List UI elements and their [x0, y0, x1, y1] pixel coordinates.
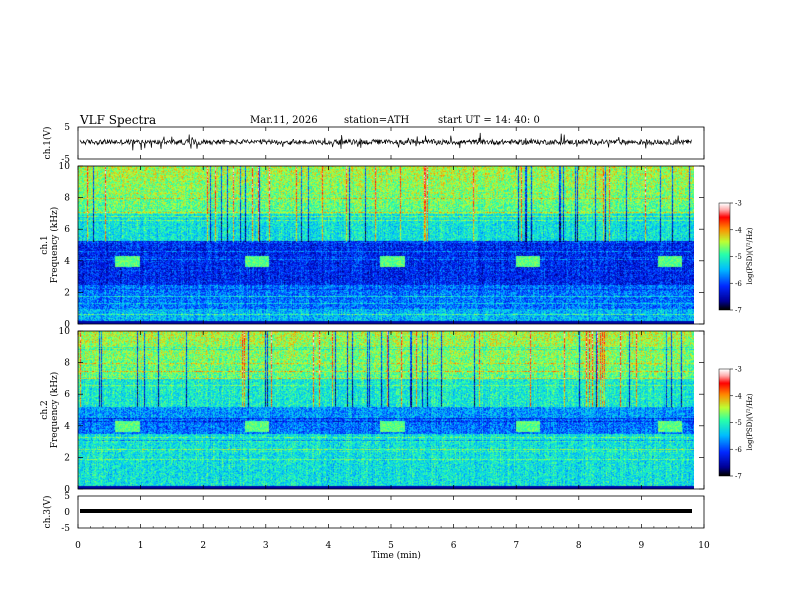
ch2-colorbar-gradient — [719, 369, 730, 476]
x-tick-label-4: 4 — [326, 541, 332, 551]
x-tick-label-0: 0 — [75, 541, 81, 551]
ch2-frequency-ylabel: Frequency (kHz) — [49, 372, 60, 449]
ch1-ytick-top: 5 — [64, 123, 70, 133]
ch2-spectrogram-panel: 0 2 4 6 8 10 ch.2 Frequency (kHz) — [40, 327, 705, 495]
ch2-spectrogram-ytick-label-2: 2 — [64, 453, 70, 463]
ch2-spectrogram-ytick-label-8: 8 — [64, 359, 70, 369]
ch2-colorbar-tick-label--5: -5 — [735, 419, 742, 427]
ch2-colorbar-label: log(PSD)(V²/Hz) — [746, 393, 754, 450]
x-axis: 0 1 2 3 4 5 6 7 8 9 10 — [75, 127, 710, 551]
start-time-label: start UT = 14: 40: 0 — [438, 115, 540, 126]
ch2-colorbar-tick-label--4: -4 — [735, 392, 742, 400]
x-tick-label-7: 7 — [513, 541, 519, 551]
ch1-spectrogram-ytick-label-4: 4 — [64, 257, 70, 267]
ch1-spectrogram-ytick-label-10: 10 — [59, 162, 71, 172]
ch1-spectrogram-panel: 0 2 4 6 8 10 ch.1 Frequency (kHz) — [40, 162, 705, 330]
x-tick-label-1: 1 — [138, 541, 144, 551]
ch1-colorbar-tick-label--6: -6 — [735, 280, 742, 288]
ch3-waveform-ylabel: ch.3(V) — [42, 496, 53, 529]
ch2-spectrogram-image — [78, 331, 694, 489]
ch1-spectrogram-ytick-label-8: 8 — [64, 194, 70, 204]
ch1-frequency-ylabel: Frequency (kHz) — [49, 207, 60, 284]
ch3-ytick-middle: 0 — [64, 508, 70, 518]
ch3-waveform-line — [80, 509, 692, 513]
ch1-waveform-frame — [77, 126, 705, 160]
ch2-colorbar-tick-label--7: -7 — [735, 473, 742, 481]
plot-title: VLF Spectra — [79, 113, 156, 127]
x-tick-label-6: 6 — [451, 541, 457, 551]
ch1-colorbar-tick-label--4: -4 — [735, 226, 742, 234]
ch2-spectrogram-ylabel: ch.2 — [40, 400, 50, 419]
ch1-colorbar-label: log(PSD)(V²/Hz) — [746, 227, 754, 284]
ch2-colorbar-tick-label--6: -6 — [735, 446, 742, 454]
ch3-waveform-panel: 5 0 -5 ch.3(V) — [42, 492, 705, 534]
ch1-colorbar-tick-label--3: -3 — [735, 200, 742, 208]
ch2-colorbar-tick-label--3: -3 — [735, 366, 742, 374]
ch2-spectrogram-ytick-label-10: 10 — [59, 327, 71, 337]
ch3-ytick-top: 5 — [64, 492, 70, 502]
ch1-spectrogram-ytick-label-6: 6 — [64, 225, 70, 235]
ch1-waveform-panel: 5 -5 ch.1(V) — [42, 123, 705, 165]
ch1-colorbar: -3 -4 -5 -6 -7 log(PSD)(V²/Hz) — [718, 200, 754, 315]
ch1-waveform-line — [79, 132, 692, 151]
ch1-spectrogram-ylabel: ch.1 — [40, 235, 50, 254]
ch1-colorbar-tick-label--7: -7 — [735, 307, 742, 315]
ch2-spectrogram-ytick-label-6: 6 — [64, 390, 70, 400]
x-tick-label-2: 2 — [200, 541, 206, 551]
station-label: station=ATH — [344, 115, 410, 126]
ch1-ytick-bottom: -5 — [61, 155, 70, 165]
ch1-waveform-ylabel: ch.1(V) — [42, 127, 53, 160]
x-tick-label-10: 10 — [698, 541, 710, 551]
ch1-spectrogram-ytick-label-2: 2 — [64, 288, 70, 298]
ch2-colorbar: -3 -4 -5 -6 -7 log(PSD)(V²/Hz) — [718, 366, 754, 481]
date-label: Mar.11, 2026 — [250, 115, 318, 126]
ch2-spectrogram-ytick-label-4: 4 — [64, 422, 70, 432]
ch1-colorbar-gradient — [719, 203, 730, 310]
ch1-spectrogram-image — [78, 166, 694, 324]
ch1-colorbar-tick-label--5: -5 — [735, 253, 742, 261]
x-tick-label-9: 9 — [639, 541, 645, 551]
x-tick-label-3: 3 — [263, 541, 269, 551]
x-tick-label-5: 5 — [388, 541, 394, 551]
ch1-spectrogram-ytick-label-0: 0 — [64, 320, 70, 330]
ch3-ytick-bottom: -5 — [61, 524, 70, 534]
x-tick-label-8: 8 — [576, 541, 582, 551]
ch2-spectrogram-ytick-label-0: 0 — [64, 485, 70, 495]
x-axis-label: Time (min) — [371, 550, 421, 561]
